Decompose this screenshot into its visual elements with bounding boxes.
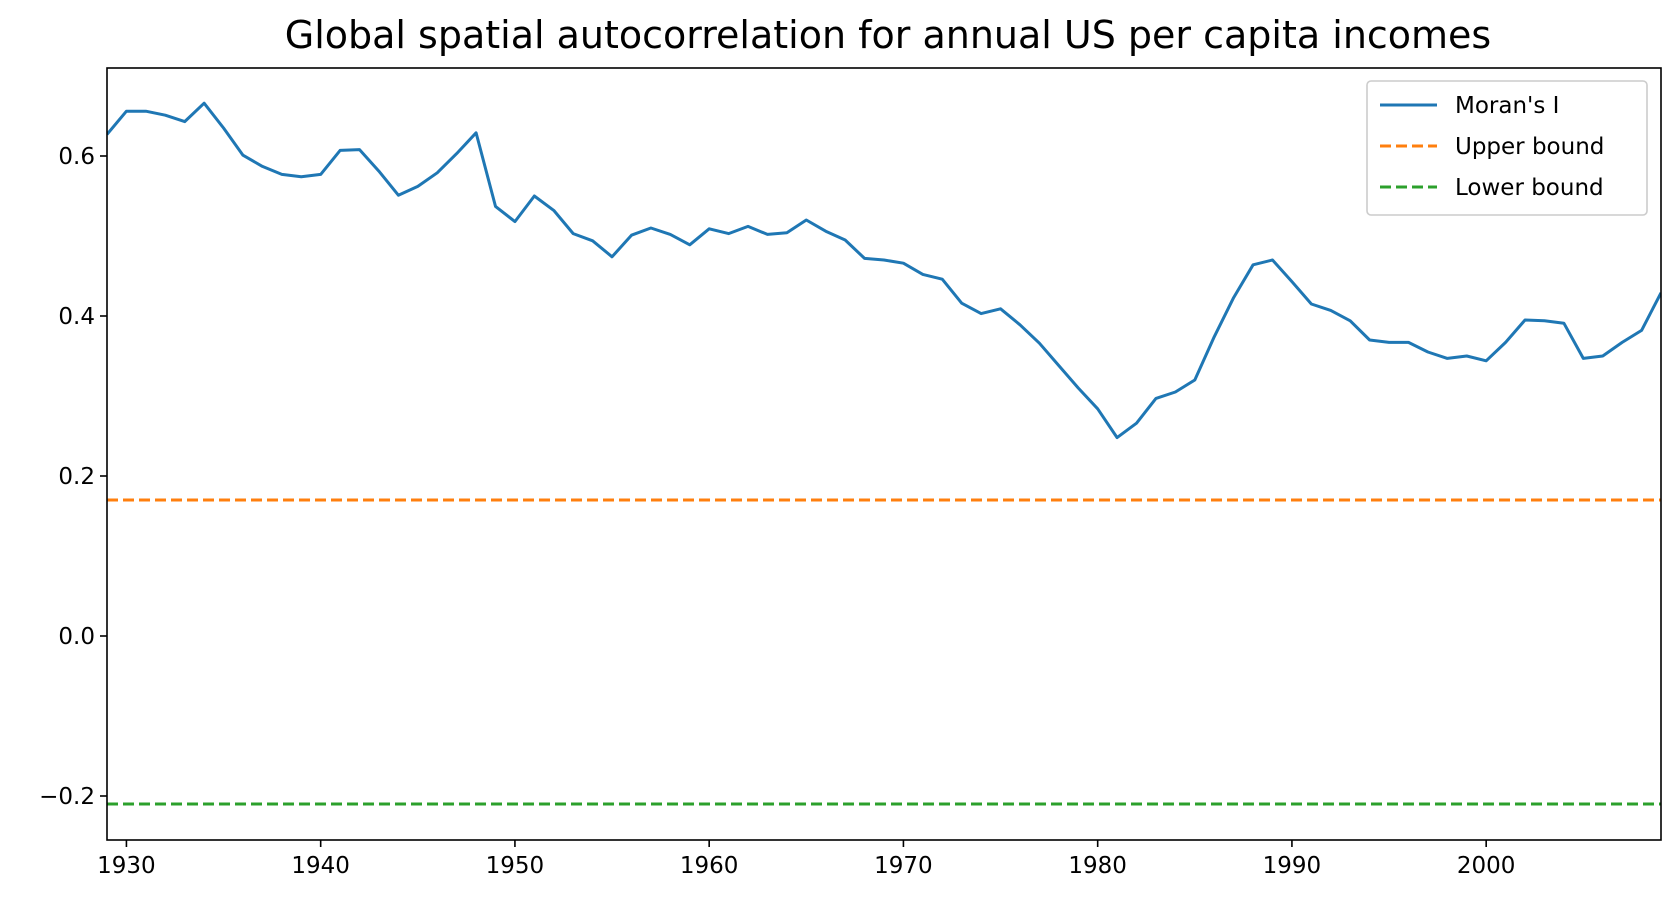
- series-layer: [107, 101, 1661, 806]
- legend: Moran's I Upper bound Lower bound: [1366, 80, 1648, 216]
- x-tick-label: 1970: [874, 853, 933, 879]
- x-tick-label: 1930: [97, 853, 156, 879]
- y-tick-label: 0.2: [58, 464, 95, 490]
- legend-box: [1366, 80, 1648, 216]
- x-tick-label: 2000: [1457, 853, 1516, 879]
- x-tick-label: 1960: [680, 853, 739, 879]
- chart-title: Global spatial autocorrelation for annua…: [285, 13, 1491, 57]
- x-axis: 1930 1940 1950 1960 1970 1980 1990 2000: [97, 840, 1515, 879]
- legend-label: Upper bound: [1455, 134, 1604, 160]
- y-tick-label: 0.6: [58, 144, 95, 170]
- y-axis: −0.2 0.0 0.2 0.4 0.6: [39, 144, 107, 810]
- x-tick-label: 1980: [1068, 853, 1127, 879]
- y-tick-label: −0.2: [39, 784, 95, 810]
- y-tick-label: 0.4: [58, 304, 95, 330]
- legend-label: Moran's I: [1455, 93, 1559, 119]
- legend-label: Lower bound: [1455, 175, 1604, 201]
- axes-frame: [106, 67, 1662, 841]
- x-tick-label: 1940: [291, 853, 350, 879]
- series-line-0: [107, 101, 1661, 440]
- y-tick-label: 0.0: [58, 624, 95, 650]
- x-tick-label: 1950: [486, 853, 545, 879]
- x-tick-label: 1990: [1263, 853, 1322, 879]
